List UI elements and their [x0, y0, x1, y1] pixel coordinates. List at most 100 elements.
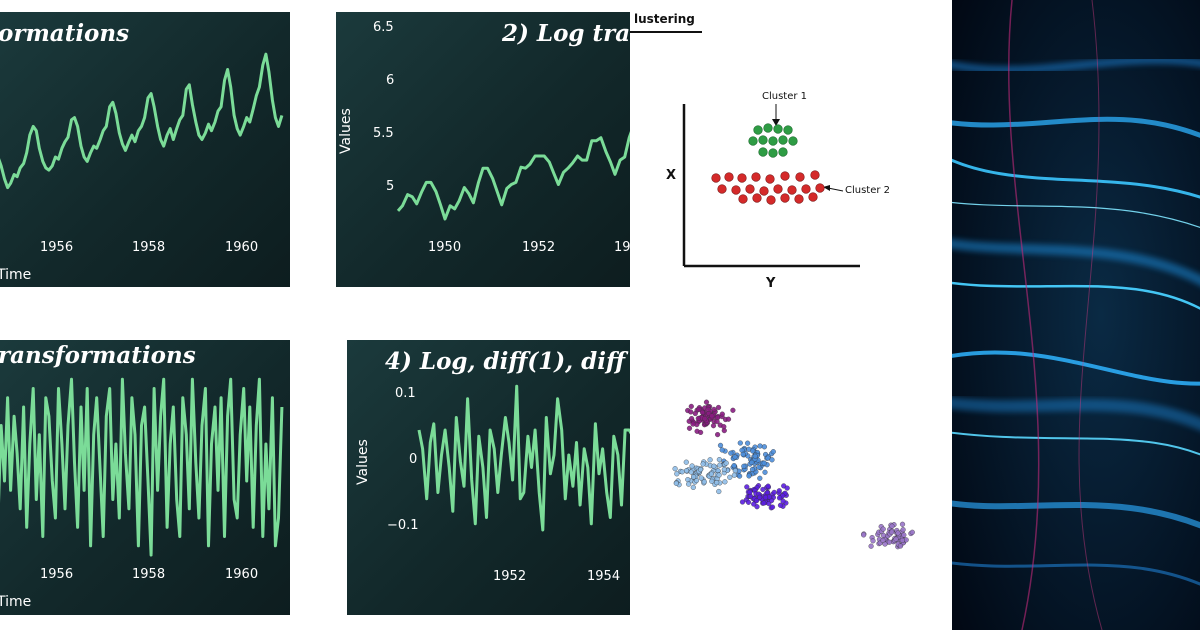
blue-light-swirl-image — [952, 0, 1200, 630]
cluster-blob-point — [685, 477, 691, 483]
cluster-blob-point — [769, 457, 775, 463]
cluster-blob-point — [721, 466, 727, 473]
cluster-1-point — [758, 147, 768, 157]
chart-3-x-tick: 1958 — [132, 567, 166, 582]
chart-3-x-tick: 1956 — [40, 567, 74, 582]
chart-4-y-tick: 0 — [409, 452, 418, 467]
chart-1-x-label: Time — [0, 267, 32, 283]
cluster-blob-point — [710, 423, 717, 429]
cluster-2-point — [766, 195, 776, 205]
cluster-2-point — [765, 174, 775, 184]
clustering-title: lustering — [634, 12, 695, 26]
cluster-blob-point — [753, 498, 760, 504]
cluster-blob-point — [777, 502, 784, 508]
chart-1-title: ormations — [0, 20, 130, 47]
chart-2-y-tick: 6.5 — [373, 20, 394, 35]
chart-1-x-tick: 1958 — [132, 240, 166, 255]
cluster-blob-point — [708, 471, 715, 477]
cluster-2-point — [731, 185, 741, 195]
cluster-blob-point — [899, 521, 906, 527]
series-line — [417, 384, 630, 532]
cluster-blob-point — [732, 468, 738, 474]
cluster-2-point — [787, 185, 797, 195]
chart-2-y-label: Values — [338, 108, 354, 154]
cluster-blob-point — [692, 410, 698, 417]
cluster-blob-point — [731, 472, 738, 478]
cluster-blob-point — [688, 403, 694, 410]
cluster-blob-point — [776, 495, 783, 501]
clustering-title-underline — [630, 31, 702, 33]
chart-2-title: 2) Log tra — [502, 20, 630, 47]
cluster-blob-point — [861, 532, 867, 538]
cluster-blob-point — [900, 527, 906, 533]
cluster-blob-point — [709, 413, 715, 419]
cluster-blob-point — [672, 466, 678, 472]
chart-1-plot — [0, 52, 284, 190]
cluster-blob-point — [757, 443, 763, 449]
cluster-blob-point — [683, 468, 690, 474]
cluster-blob-point — [741, 463, 747, 469]
cluster-blob-point — [745, 499, 752, 505]
cluster-blob-point — [750, 448, 756, 454]
cluster-blob-point — [771, 489, 777, 496]
cluster-blob-point — [722, 479, 728, 485]
cluster-blob-point — [868, 543, 874, 549]
cluster-blob-point — [749, 466, 756, 473]
cluster-blob-point — [699, 409, 706, 416]
cluster-blob-point — [770, 449, 776, 455]
cluster-blob-point — [715, 404, 722, 411]
cluster-blob-point — [776, 488, 782, 494]
cluster-blob-point — [674, 471, 680, 477]
chart-panel-4: 4) Log, diff(1), diff 0.1 0 −0.1 Values … — [347, 340, 630, 615]
cluster-blob-point — [732, 454, 738, 460]
chart-4-title: 4) Log, diff(1), diff — [385, 348, 625, 375]
cluster-blob-point — [784, 485, 790, 491]
cluster-2-arrow — [827, 187, 844, 192]
cluster-1-point — [783, 125, 793, 135]
cluster-1-arrowhead — [772, 119, 780, 126]
cluster-blob-point — [719, 447, 725, 453]
cluster-1-point — [788, 136, 798, 146]
cluster-blob-point — [717, 462, 723, 468]
cluster-blob-point — [697, 429, 704, 436]
cluster-2-point — [808, 192, 818, 202]
chart-2-y-tick: 5 — [386, 179, 395, 194]
cluster-1-label: Cluster 1 — [762, 91, 808, 102]
cluster-blob-point — [689, 463, 695, 469]
cluster-blob-point — [901, 532, 907, 538]
cluster-blob-point — [727, 474, 733, 480]
chart-2-x-tick: 1952 — [522, 240, 556, 255]
cluster-blob-point — [698, 475, 704, 481]
chart-1-x-tick: 1956 — [40, 240, 74, 255]
cluster-2-point — [773, 184, 783, 194]
cluster-blob-point — [880, 526, 886, 532]
cluster-blob-point — [761, 460, 767, 466]
chart-3-plot — [0, 377, 284, 557]
cluster-blob-point — [893, 536, 899, 542]
cluster-blob-point — [761, 500, 767, 506]
cluster-blob-point — [716, 472, 722, 478]
chart-4-x-tick: 1952 — [493, 569, 527, 584]
cluster-blob-point — [696, 406, 702, 413]
cluster-blob-point — [709, 478, 715, 484]
chart-panel-3: ransformations 1956 1958 1960 Time — [0, 340, 290, 615]
cluster-blob-point — [686, 425, 693, 431]
cluster-blob-point — [705, 406, 711, 413]
cluster-blob-point — [897, 543, 904, 549]
cluster-blob-point — [716, 457, 723, 463]
chart-panel-1: ormations 1956 1958 1960 Time — [0, 12, 290, 287]
cluster-blob-point — [701, 479, 707, 485]
cluster-blob-point — [716, 488, 722, 495]
cluster-blob-point — [714, 432, 721, 438]
cluster-blob-point — [679, 469, 685, 475]
cluster-2-point — [724, 172, 734, 182]
chart-4-x-tick: 1954 — [587, 569, 621, 584]
cluster-blob-point — [880, 532, 887, 539]
cluster-2-label: Cluster 2 — [845, 185, 891, 196]
chart-2-y-tick: 5.5 — [373, 126, 394, 141]
chart-2-x-tick: 1950 — [428, 240, 462, 255]
cluster-blob-point — [683, 459, 689, 465]
cluster-1-point — [768, 136, 778, 146]
chart-panel-2: 2) Log tra 6.5 6 5.5 5 Values 1950 1952 … — [336, 12, 630, 287]
cluster-blob-point — [744, 440, 751, 446]
